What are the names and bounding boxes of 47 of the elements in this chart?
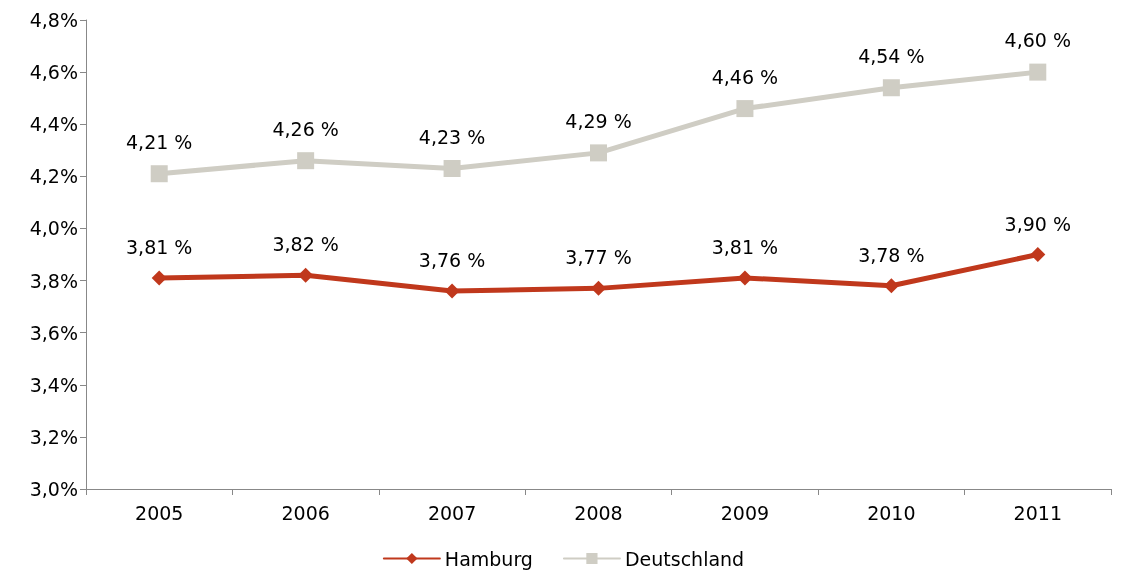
point [151, 270, 167, 286]
data-label: 3,76 % [418, 248, 486, 271]
x-tick-label: 2006 [281, 501, 330, 524]
y-tick-label: 4,4% [29, 113, 78, 136]
y-tick-label: 3,2% [29, 425, 78, 448]
point [443, 160, 461, 178]
point [1030, 247, 1046, 262]
data-label: 3,82 % [272, 233, 339, 256]
x-tick-label: 2005 [135, 501, 184, 524]
data-label: 3,78 % [858, 243, 925, 266]
data-label: 4,23 % [418, 125, 486, 148]
y-tick-label: 4,2% [29, 165, 78, 188]
y-tick-label: 4,0% [29, 217, 78, 240]
y-tick-label: 3,8% [29, 269, 78, 292]
point [590, 144, 607, 162]
point [883, 278, 899, 294]
y-tick-label: 3,6% [29, 321, 78, 344]
data-label: 4,46 % [711, 65, 779, 88]
x-tick-label: 2007 [427, 501, 477, 524]
y-tick-label: 3,0% [29, 478, 78, 500]
point [1029, 63, 1047, 81]
point [297, 152, 315, 170]
data-label: 3,77 % [565, 246, 632, 269]
point [444, 283, 460, 299]
data-label: 4,54 % [858, 44, 925, 67]
point [736, 100, 754, 118]
y-tick-label: 3,4% [29, 373, 78, 396]
point [882, 79, 900, 97]
data-label: 3,90 % [1004, 212, 1071, 235]
legend-label: Deutschland [624, 547, 745, 570]
legend-label: Hamburg [444, 547, 533, 570]
point [737, 270, 753, 286]
x-tick-label: 2008 [574, 501, 623, 524]
y-tick-label: 4,8% [29, 9, 78, 31]
x-tick-label: 2011 [1013, 501, 1062, 524]
data-label: 4,29 % [565, 109, 632, 132]
y-tick-label: 4,6% [29, 61, 78, 84]
x-tick-label: 2009 [720, 501, 770, 524]
data-label: 3,81 % [711, 235, 779, 258]
data-label: 4,26 % [272, 117, 339, 140]
data-label: 4,21 % [126, 130, 193, 153]
point [298, 267, 314, 283]
data-label: 3,81 % [126, 235, 193, 258]
x-tick-label: 2010 [867, 501, 916, 524]
point [150, 165, 168, 183]
point [591, 280, 606, 296]
data-label: 4,60 % [1004, 29, 1071, 52]
